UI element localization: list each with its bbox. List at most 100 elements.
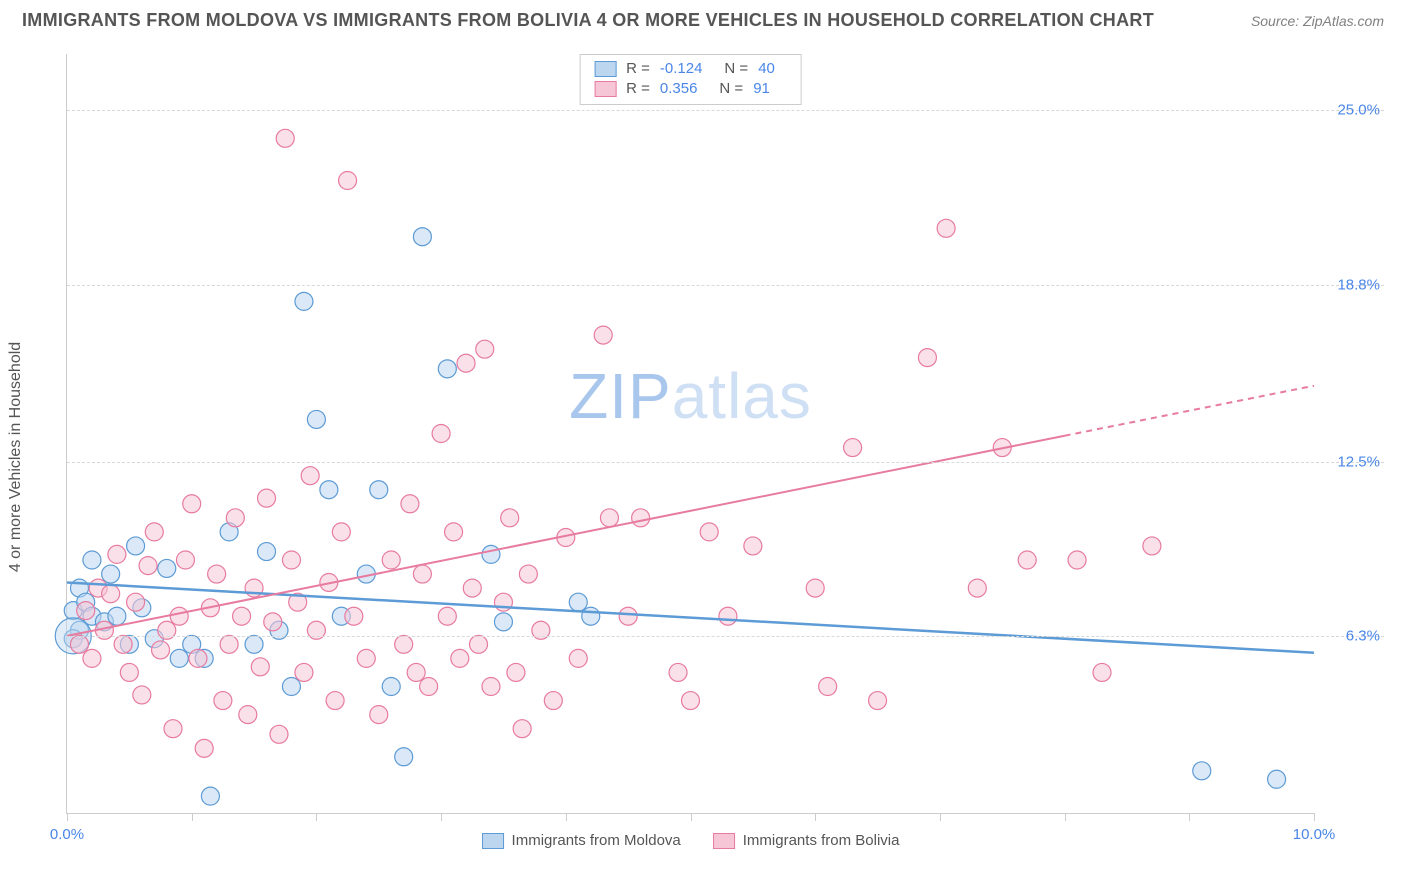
data-point — [395, 635, 413, 653]
data-point — [407, 663, 425, 681]
trend-line — [67, 436, 1065, 636]
x-tick — [691, 813, 692, 821]
data-point — [320, 481, 338, 499]
legend-row-2: R = 0.356 N = 91 — [594, 79, 787, 99]
data-point — [513, 720, 531, 738]
data-point — [806, 579, 824, 597]
chart-container: 4 or more Vehicles in Household ZIPatlas… — [22, 42, 1384, 872]
source-attribution: Source: ZipAtlas.com — [1251, 13, 1384, 29]
correlation-legend: R = -0.124 N = 40 R = 0.356 N = 91 — [579, 54, 802, 105]
x-tick — [441, 813, 442, 821]
data-point — [1268, 770, 1286, 788]
data-point — [968, 579, 986, 597]
data-point — [438, 607, 456, 625]
data-point — [77, 602, 95, 620]
data-point — [370, 481, 388, 499]
x-tick — [1314, 813, 1315, 821]
data-point — [819, 678, 837, 696]
bottom-legend-moldova: Immigrants from Moldova — [482, 832, 681, 849]
r-value-bolivia: 0.356 — [660, 79, 698, 99]
data-point — [382, 678, 400, 696]
data-point — [176, 551, 194, 569]
x-tick — [316, 813, 317, 821]
data-point — [470, 635, 488, 653]
x-tick — [1065, 813, 1066, 821]
data-point — [395, 748, 413, 766]
data-point — [569, 593, 587, 611]
data-point — [669, 663, 687, 681]
x-tick — [940, 813, 941, 821]
data-point — [476, 340, 494, 358]
data-point — [170, 649, 188, 667]
data-point — [307, 410, 325, 428]
data-point — [70, 635, 88, 653]
data-point — [700, 523, 718, 541]
n-value-bolivia: 91 — [753, 79, 770, 99]
data-point — [744, 537, 762, 555]
legend-swatch-bolivia — [594, 81, 616, 97]
n-value-moldova: 40 — [758, 59, 775, 79]
bottom-legend-bolivia: Immigrants from Bolivia — [713, 832, 900, 849]
data-point — [413, 228, 431, 246]
data-point — [214, 692, 232, 710]
data-point — [544, 692, 562, 710]
x-tick — [1189, 813, 1190, 821]
data-point — [127, 537, 145, 555]
data-point — [239, 706, 257, 724]
data-point — [332, 523, 350, 541]
legend-swatch-moldova-bottom — [482, 833, 504, 849]
data-point — [482, 678, 500, 696]
data-point — [844, 439, 862, 457]
chart-title: IMMIGRANTS FROM MOLDOVA VS IMMIGRANTS FR… — [22, 10, 1154, 31]
data-point — [282, 551, 300, 569]
x-tick — [815, 813, 816, 821]
data-point — [120, 663, 138, 681]
data-point — [189, 649, 207, 667]
data-point — [382, 551, 400, 569]
n-label: N = — [719, 79, 743, 99]
data-point — [220, 635, 238, 653]
data-point — [370, 706, 388, 724]
data-point — [164, 720, 182, 738]
data-point — [301, 467, 319, 485]
data-point — [295, 663, 313, 681]
data-point — [108, 607, 126, 625]
data-point — [127, 593, 145, 611]
x-tick-label: 10.0% — [1293, 826, 1336, 843]
data-point — [108, 545, 126, 563]
data-point — [445, 523, 463, 541]
data-point — [463, 579, 481, 597]
data-point — [401, 495, 419, 513]
data-point — [233, 607, 251, 625]
n-label: N = — [724, 59, 748, 79]
trend-line-dashed — [1065, 386, 1314, 436]
data-point — [438, 360, 456, 378]
data-point — [83, 649, 101, 667]
data-point — [937, 219, 955, 237]
data-point — [519, 565, 537, 583]
data-point — [682, 692, 700, 710]
data-point — [208, 565, 226, 583]
x-tick-label: 0.0% — [50, 826, 84, 843]
data-point — [133, 686, 151, 704]
data-point — [326, 692, 344, 710]
r-value-moldova: -0.124 — [660, 59, 703, 79]
data-point — [295, 292, 313, 310]
data-point — [918, 349, 936, 367]
data-point — [258, 543, 276, 561]
data-point — [152, 641, 170, 659]
gridline-h — [67, 636, 1384, 637]
data-point — [183, 495, 201, 513]
data-point — [432, 425, 450, 443]
legend-row-1: R = -0.124 N = 40 — [594, 59, 787, 79]
data-point — [170, 607, 188, 625]
data-point — [264, 613, 282, 631]
data-point — [600, 509, 618, 527]
bottom-legend: Immigrants from Moldova Immigrants from … — [482, 832, 900, 849]
data-point — [507, 663, 525, 681]
data-point — [102, 585, 120, 603]
data-point — [457, 354, 475, 372]
data-point — [145, 523, 163, 541]
data-point — [632, 509, 650, 527]
data-point — [282, 678, 300, 696]
